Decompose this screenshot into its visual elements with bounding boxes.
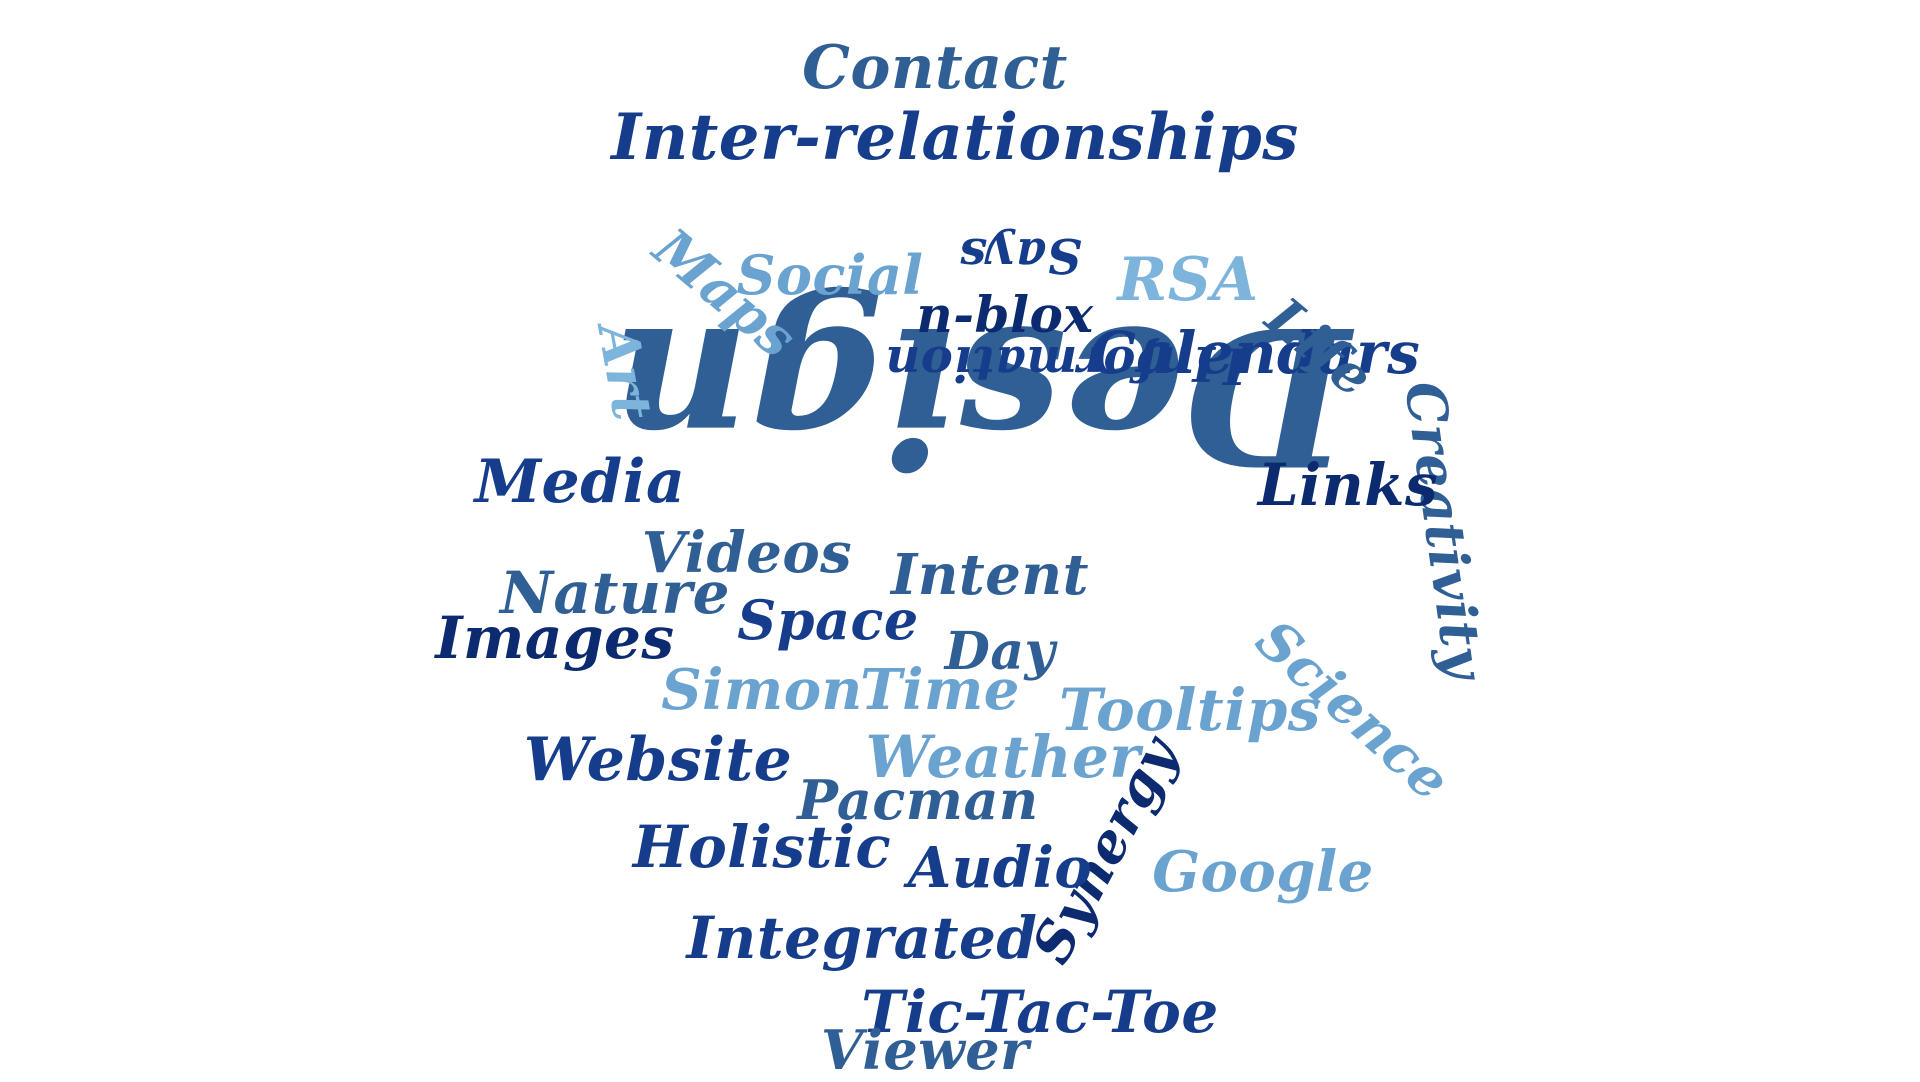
word-art: Art [585,318,665,426]
word-google: Google [1152,839,1374,905]
word-weather: Weather [865,723,1141,791]
word-videos: Videos [641,520,853,586]
word-inter-relationships: Inter-relationships [611,100,1299,175]
word-audio: Audio [907,835,1093,901]
word-n-blox: n-blox [916,285,1094,344]
word-holistic: Holistic [632,813,892,881]
word-media: Media [474,447,686,517]
word-rsa: RSA [1117,245,1259,315]
word-space: Space [737,588,919,652]
word-links: Links [1257,451,1439,519]
word-tooltips: Tooltips [1059,676,1321,744]
word-information: Information [884,335,1215,391]
word-tic-tac-toe: Tic-Tac-Toe [861,978,1219,1046]
word-website: Website [523,725,793,795]
word-viewer: Viewer [820,1018,1030,1082]
word-calendars: Calendars [1089,319,1421,387]
word-intent: Intent [891,542,1089,608]
word-says: Says [958,227,1082,283]
word-pacman: Pacman [797,768,1039,832]
word-nature: Nature [499,559,730,627]
word-i: I [1223,338,1247,397]
word-time: Time [860,657,1020,723]
word-day: Day [944,621,1056,682]
word-contact: Contact [802,33,1068,103]
word-integrated: Integrated [686,904,1038,972]
word-simon: Simon [661,657,863,723]
word-creativity: Creativity [1392,377,1498,683]
word-social: Social [736,243,924,307]
word-images: Images [435,604,675,672]
